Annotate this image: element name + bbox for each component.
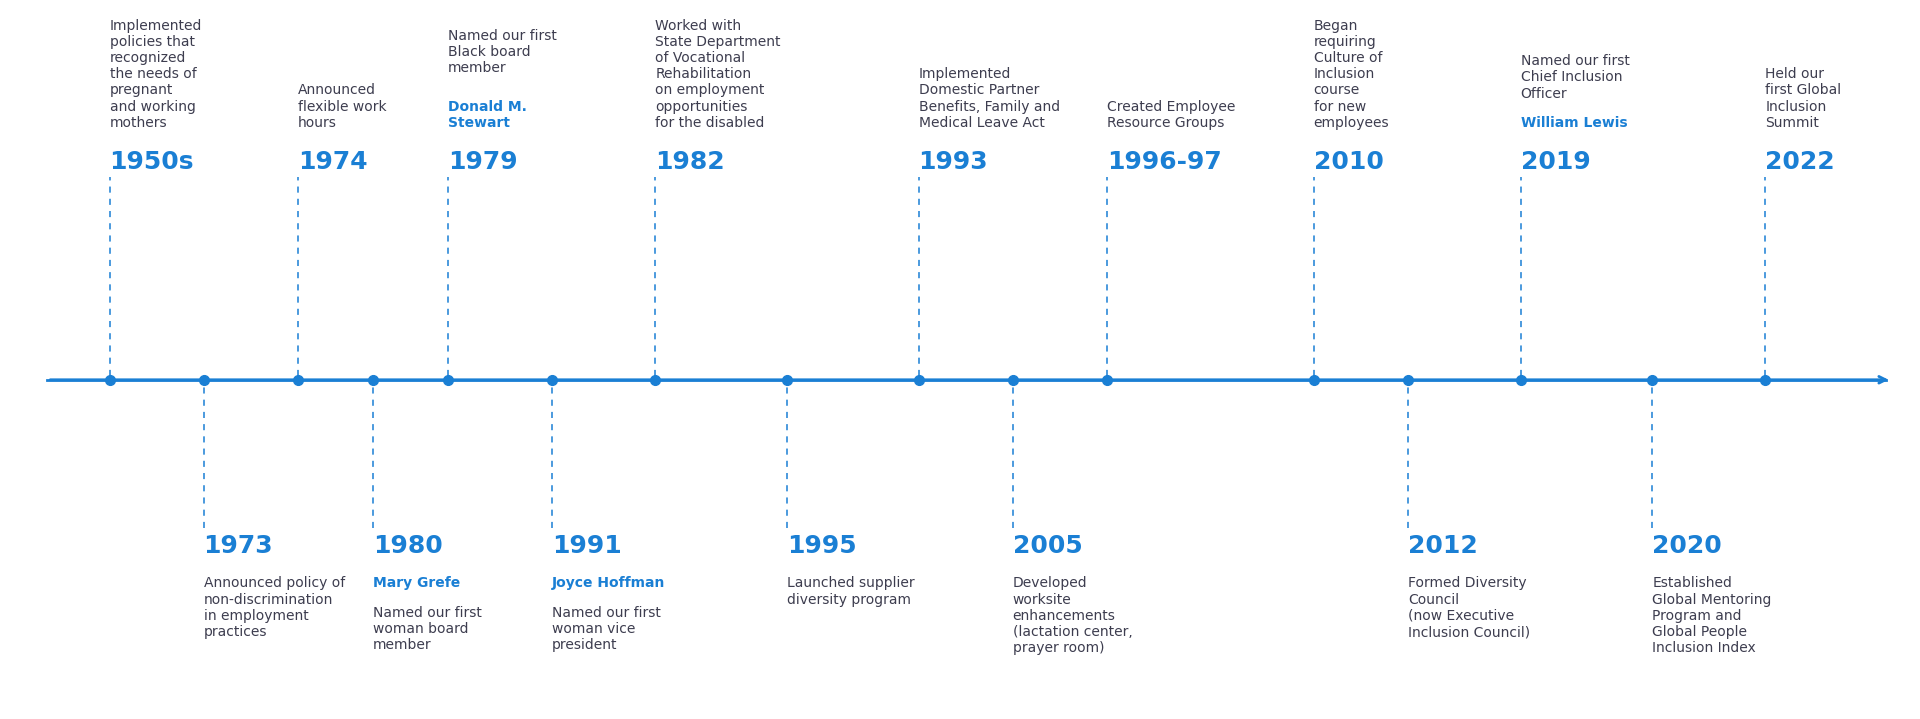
Text: Held our
first Global
Inclusion
Summit: Held our first Global Inclusion Summit <box>1764 67 1841 129</box>
Text: 2010: 2010 <box>1313 150 1384 174</box>
Text: Named our first
woman board
member: Named our first woman board member <box>372 605 482 652</box>
Text: 1980: 1980 <box>372 534 444 558</box>
Text: William Lewis: William Lewis <box>1521 116 1628 129</box>
Text: Joyce Hoffman: Joyce Hoffman <box>551 577 664 590</box>
Text: Announced
flexible work
hours: Announced flexible work hours <box>298 83 386 129</box>
Text: Donald M.
Stewart: Donald M. Stewart <box>447 99 528 129</box>
Text: 1979: 1979 <box>447 150 518 174</box>
Text: Established
Global Mentoring
Program and
Global People
Inclusion Index: Established Global Mentoring Program and… <box>1653 577 1772 655</box>
Text: 2012: 2012 <box>1407 534 1478 558</box>
Text: Formed Diversity
Council
(now Executive
Inclusion Council): Formed Diversity Council (now Executive … <box>1407 577 1530 639</box>
Text: Began
requiring
Culture of
Inclusion
course
for new
employees: Began requiring Culture of Inclusion cou… <box>1313 19 1390 129</box>
Text: 1974: 1974 <box>298 150 367 174</box>
Text: 2005: 2005 <box>1012 534 1083 558</box>
Text: Worked with
State Department
of Vocational
Rehabilitation
on employment
opportun: Worked with State Department of Vocation… <box>655 19 781 129</box>
Text: 1950s: 1950s <box>109 150 194 174</box>
Text: 2020: 2020 <box>1653 534 1722 558</box>
Text: Implemented
Domestic Partner
Benefits, Family and
Medical Leave Act: Implemented Domestic Partner Benefits, F… <box>918 67 1060 129</box>
Text: 2019: 2019 <box>1521 150 1590 174</box>
Text: Created Employee
Resource Groups: Created Employee Resource Groups <box>1106 99 1235 129</box>
Text: Named our first
Black board
member: Named our first Black board member <box>447 29 557 75</box>
Text: 1973: 1973 <box>204 534 273 558</box>
Text: Mary Grefe: Mary Grefe <box>372 577 461 590</box>
Text: 1991: 1991 <box>551 534 622 558</box>
Text: Named our first
woman vice
president: Named our first woman vice president <box>551 605 660 652</box>
Text: 1995: 1995 <box>787 534 856 558</box>
Text: 1993: 1993 <box>918 150 989 174</box>
Text: Launched supplier
diversity program: Launched supplier diversity program <box>787 577 914 607</box>
Text: Implemented
policies that
recognized
the needs of
pregnant
and working
mothers: Implemented policies that recognized the… <box>109 19 202 129</box>
Text: 2022: 2022 <box>1764 150 1836 174</box>
Text: Announced policy of
non-discrimination
in employment
practices: Announced policy of non-discrimination i… <box>204 577 346 639</box>
Text: 1996-97: 1996-97 <box>1106 150 1221 174</box>
Text: Developed
worksite
enhancements
(lactation center,
prayer room): Developed worksite enhancements (lactati… <box>1012 577 1133 655</box>
Text: 1982: 1982 <box>655 150 726 174</box>
Text: Named our first
Chief Inclusion
Officer: Named our first Chief Inclusion Officer <box>1521 54 1630 101</box>
